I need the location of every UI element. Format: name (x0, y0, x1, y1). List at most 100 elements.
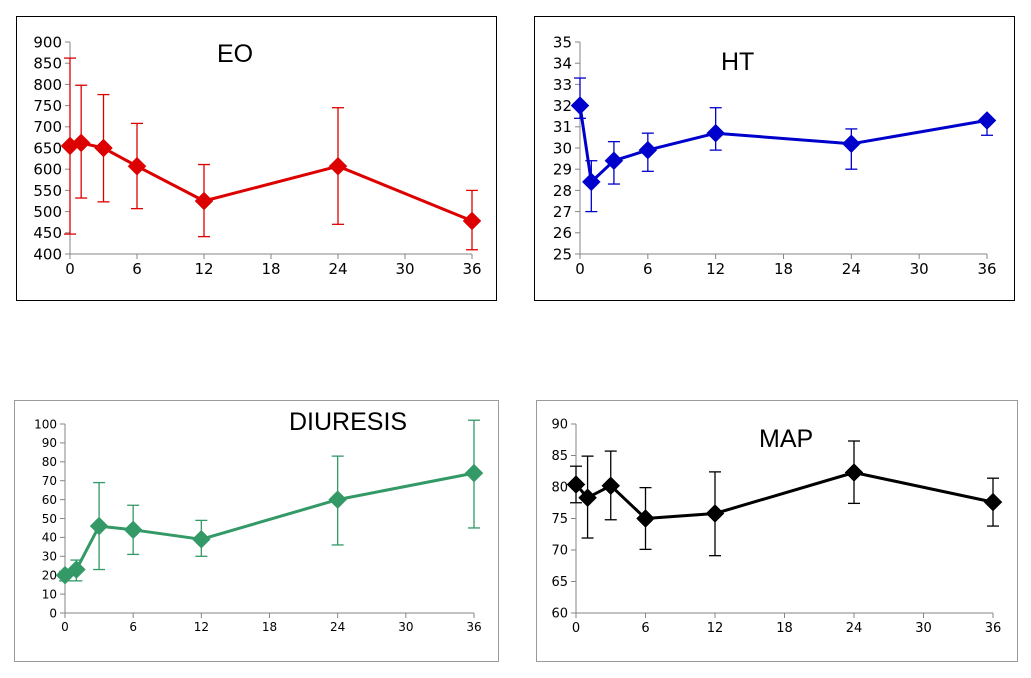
x-tick-label: 6 (132, 260, 142, 278)
data-point-marker (194, 191, 214, 211)
series-line (578, 105, 988, 184)
data-point-marker (638, 140, 658, 160)
y-tick-label: 600 (33, 161, 62, 179)
y-tick-label: 30 (553, 139, 572, 157)
x-tick-label: 18 (774, 260, 793, 278)
data-point-marker (89, 516, 109, 536)
x-tick-label: 18 (261, 260, 280, 278)
y-tick-label: 50 (42, 512, 57, 526)
y-tick-label: 550 (33, 182, 62, 200)
y-tick-label: 30 (42, 550, 57, 564)
data-point-marker (636, 509, 655, 528)
data-point-marker (94, 138, 113, 158)
x-tick-label: 6 (129, 620, 137, 634)
x-tick-label: 0 (65, 260, 75, 278)
eo-chart-panel: 400 450 500 550 600 650 700 750 800 850 900 0 6 12 18 2… (16, 16, 497, 301)
data-point-marker (462, 211, 482, 231)
data-point-marker (328, 156, 348, 176)
map-chart: 60 65 70 75 80 85 90 0 6 12 18 24 30 36 MAP (551, 418, 1003, 636)
x-tick-label: 12 (194, 260, 213, 278)
y-tick-label: 450 (33, 224, 62, 242)
y-tick-label: 28 (553, 182, 572, 200)
y-tick-label: 70 (42, 474, 57, 488)
data-point-marker (604, 151, 624, 171)
x-tick-label: 30 (398, 620, 413, 634)
y-tick-label: 100 (34, 417, 57, 431)
data-point-marker (705, 504, 725, 523)
y-tick-label: 900 (33, 33, 62, 51)
y-tick-label: 400 (33, 245, 62, 263)
data-point-marker (191, 529, 211, 549)
data-point-marker (123, 520, 143, 540)
chart-title: HT (721, 48, 754, 76)
ht-chart-panel: 25 26 27 28 29 30 31 32 33 34 35 0 6 12 18 24 30 36 HT (534, 16, 1015, 301)
x-tick-label: 36 (985, 621, 1002, 636)
x-tick-label: 18 (776, 621, 793, 636)
diuresis-chart-panel: 0 10 20 30 40 50 60 70 80 90 100 0 6 12 18 24 30 36 DIURES… (14, 400, 499, 662)
x-tick-label: 36 (977, 260, 996, 278)
data-point-marker (566, 475, 586, 494)
x-tick-label: 30 (910, 260, 929, 278)
x-tick-label: 18 (262, 620, 277, 634)
y-tick-label: 20 (42, 569, 57, 583)
y-tick-label: 80 (42, 455, 57, 469)
y-tick-label: 70 (551, 544, 568, 559)
data-point-marker (706, 123, 726, 143)
data-point-marker (983, 492, 1003, 512)
diuresis-chart: 0 10 20 30 40 50 60 70 80 90 100 0 6 12 18 24 30 36 DIURES… (34, 408, 484, 634)
x-tick-label: 30 (395, 260, 414, 278)
data-point-marker (601, 476, 621, 496)
x-tick-label: 12 (706, 260, 725, 278)
x-tick-label: 0 (575, 260, 585, 278)
map-chart-panel: 60 65 70 75 80 85 90 0 6 12 18 24 30 36 MAP (536, 400, 1018, 662)
chart-title: EO (217, 40, 253, 68)
y-tick-label: 10 (42, 587, 57, 601)
y-tick-label: 60 (551, 607, 568, 622)
x-tick-label: 12 (707, 621, 724, 636)
x-tick-label: 24 (328, 260, 347, 278)
x-tick-label: 36 (466, 620, 481, 634)
y-tick-label: 40 (42, 531, 57, 545)
y-tick-label: 25 (553, 245, 572, 263)
y-tick-label: 31 (553, 118, 572, 136)
series-line (64, 471, 475, 577)
data-point-marker (67, 560, 86, 579)
y-tick-label: 750 (33, 97, 62, 115)
data-point-marker (71, 133, 91, 153)
y-tick-label: 85 (551, 449, 568, 464)
data-point-marker (464, 463, 484, 483)
x-tick-label: 0 (61, 620, 69, 634)
ht-chart: 25 26 27 28 29 30 31 32 33 34 35 0 6 12 18 24 30 36 HT (553, 33, 997, 278)
y-tick-label: 33 (553, 76, 572, 94)
y-tick-label: 90 (551, 418, 568, 433)
data-point-marker (844, 463, 864, 482)
eo-chart: 400 450 500 550 600 650 700 750 800 850 900 0 6 12 18 2… (33, 33, 482, 278)
y-tick-label: 60 (42, 493, 57, 507)
x-tick-label: 30 (915, 621, 932, 636)
x-tick-label: 24 (842, 260, 861, 278)
y-tick-label: 650 (33, 139, 62, 157)
y-tick-label: 26 (553, 224, 572, 242)
y-tick-label: 35 (553, 33, 572, 51)
data-point-marker (977, 111, 997, 130)
data-point-marker (841, 134, 861, 154)
x-tick-label: 0 (572, 621, 580, 636)
y-tick-label: 65 (551, 575, 568, 590)
series-line (574, 471, 994, 520)
y-tick-label: 800 (33, 76, 62, 94)
series-line (69, 141, 473, 223)
y-tick-label: 29 (553, 161, 572, 179)
data-point-marker (581, 172, 601, 192)
x-tick-label: 36 (462, 260, 481, 278)
y-tick-label: 32 (553, 97, 572, 115)
y-tick-label: 34 (553, 55, 572, 73)
chart-title: DIURESIS (289, 408, 407, 436)
chart-title: MAP (759, 425, 813, 453)
y-tick-label: 500 (33, 203, 62, 221)
y-tick-label: 27 (553, 203, 572, 221)
x-tick-label: 6 (643, 260, 653, 278)
x-tick-label: 24 (330, 620, 345, 634)
data-point-marker (570, 96, 590, 115)
y-tick-label: 80 (551, 481, 568, 496)
x-tick-label: 24 (846, 621, 863, 636)
